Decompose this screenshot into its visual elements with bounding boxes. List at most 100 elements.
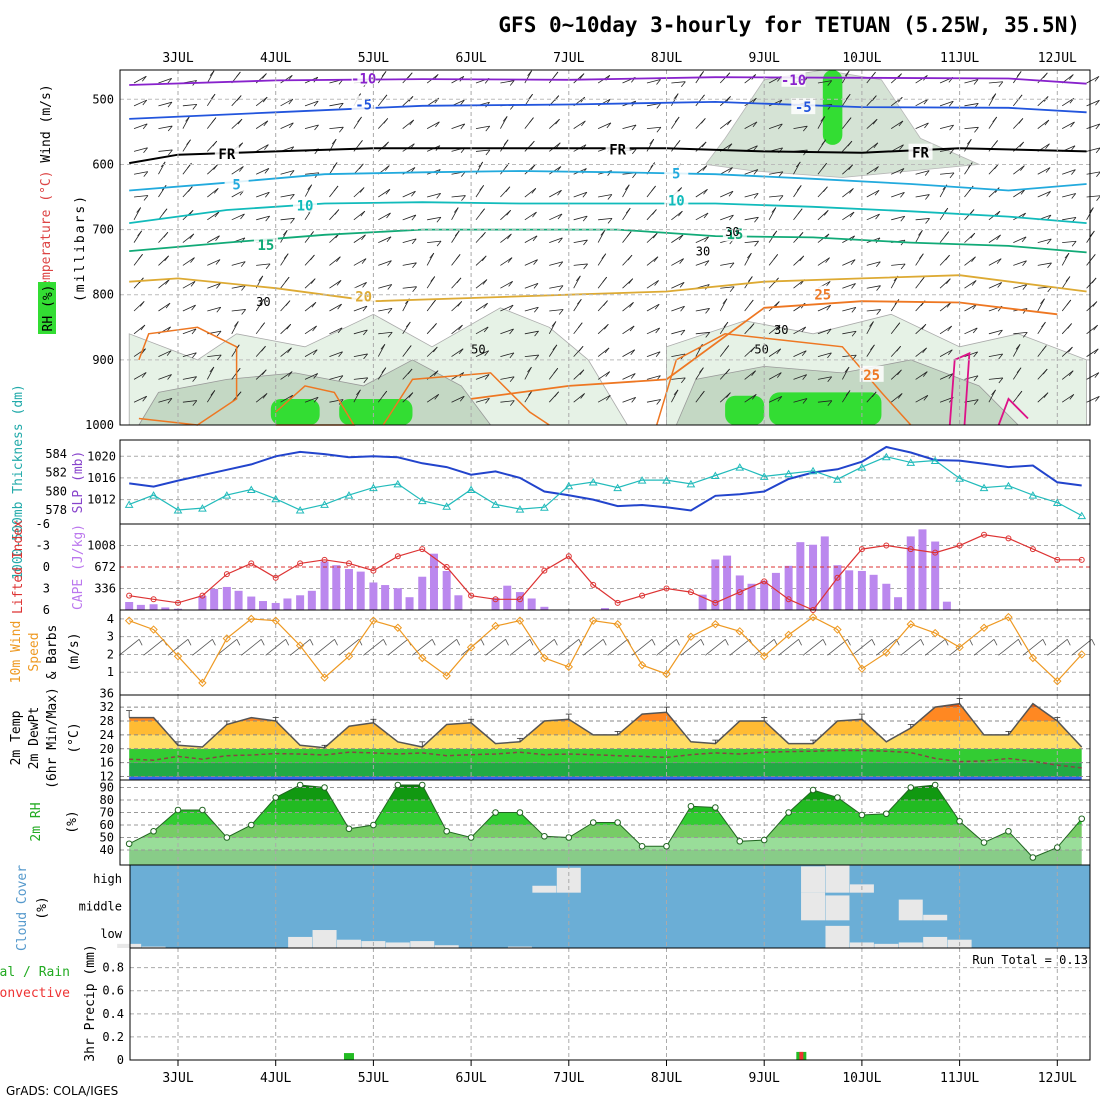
wind-barb xyxy=(940,172,955,175)
wind-barb xyxy=(842,366,850,380)
isotherm-label: FR xyxy=(218,147,235,163)
wind-barb-flag xyxy=(775,324,781,331)
wind-barb xyxy=(671,81,686,84)
wind-barb xyxy=(402,119,414,129)
wind-barb-flag xyxy=(823,210,829,216)
isotherm-line xyxy=(129,170,1087,192)
wind-barb xyxy=(842,330,857,335)
wind-barb xyxy=(304,325,317,335)
wind-barb xyxy=(280,74,293,84)
wind-barb xyxy=(866,285,881,289)
surface-wind-barb-flag xyxy=(700,639,705,646)
wind-barb-flag xyxy=(727,143,733,149)
cape-bar xyxy=(161,607,170,610)
surface-wind-barb xyxy=(631,639,653,656)
wind-barb xyxy=(524,211,537,221)
wind-barb-flag xyxy=(167,125,173,132)
wind-barb-flag xyxy=(530,140,535,147)
lifted-index-marker xyxy=(565,553,572,560)
wind-barb-flag xyxy=(382,94,388,101)
wind-barb-flag xyxy=(143,195,149,201)
wind-tick: 1 xyxy=(107,665,114,679)
pressure-tick: 600 xyxy=(92,157,114,171)
temp-tick: 20 xyxy=(100,742,114,756)
wind-barb xyxy=(915,194,930,198)
isotherm-label: 15 xyxy=(726,227,743,243)
cape-bar xyxy=(723,555,732,610)
wind-barb xyxy=(842,306,856,312)
wind-barb-flag xyxy=(649,138,655,145)
rh-marker xyxy=(760,836,768,844)
surface-wind-barb-flag xyxy=(1066,639,1071,646)
wind-barb xyxy=(1013,165,1025,175)
rh-marker xyxy=(272,794,280,801)
wind-barb xyxy=(182,304,196,312)
lifted-index-marker xyxy=(614,599,621,606)
surface-wind-barb xyxy=(900,639,921,656)
wind-barb-flag xyxy=(210,390,216,396)
wind-barb-flag xyxy=(1069,394,1075,400)
wind-barb-flag xyxy=(337,303,342,310)
cape-bar xyxy=(796,542,805,610)
wind-barb-flag xyxy=(552,344,558,351)
wind-barb xyxy=(768,324,781,335)
wind-barb-flag xyxy=(650,162,656,168)
surface-wind-barb xyxy=(167,639,189,656)
wind-barb-flag xyxy=(845,93,851,100)
cape-bar xyxy=(845,570,854,610)
wind-barb-flag xyxy=(527,366,532,373)
wind-barb-flag xyxy=(237,118,243,125)
wind-barb-flag xyxy=(656,127,662,133)
thickness-marker xyxy=(369,483,378,492)
wind-barb xyxy=(500,304,514,312)
wind-barb-flag xyxy=(241,309,246,315)
wind-barb-flag xyxy=(1095,147,1100,154)
thickness-marker xyxy=(1004,481,1013,490)
wind-barb-flag xyxy=(209,366,215,373)
cape-bar xyxy=(247,596,256,610)
wind-barb xyxy=(133,324,146,335)
cape-bar xyxy=(833,565,842,610)
wind-barb-flag xyxy=(849,211,855,218)
rh-marker xyxy=(858,811,866,819)
wind-barb-flag xyxy=(583,239,588,246)
wind-barb-flag xyxy=(776,348,782,355)
slp-tick: 1012 xyxy=(87,493,116,507)
wind-barb xyxy=(646,351,661,357)
wind-barb xyxy=(964,103,979,107)
wind-barb-flag xyxy=(265,192,270,198)
wind-barb-flag xyxy=(507,257,513,263)
isotherm-label: -5 xyxy=(355,98,372,114)
isotherm-label-bg xyxy=(722,225,747,242)
wind-tick: 4 xyxy=(107,612,114,626)
cloud-layer-label: middle xyxy=(79,900,122,914)
cloud-cell xyxy=(507,946,532,948)
wind-barb xyxy=(1061,394,1075,403)
wind-barb-flag xyxy=(531,188,537,194)
wind-barb xyxy=(158,77,172,84)
wind-speed-marker xyxy=(540,653,549,663)
cape-bar xyxy=(258,601,267,610)
wind-barb-flag xyxy=(1095,123,1100,130)
wind-barb-flag xyxy=(827,376,833,383)
wind-barb xyxy=(353,389,361,403)
wind-barb-flag xyxy=(827,352,832,359)
surface-wind-barb-flag xyxy=(944,639,949,646)
wind-barb-flag xyxy=(287,347,292,354)
wind-barb xyxy=(353,353,368,357)
wind-barb xyxy=(915,122,929,129)
wind-barb-flag xyxy=(534,354,540,361)
wind-barb xyxy=(793,326,806,335)
wind-barb-flag xyxy=(1020,165,1025,171)
wind-speed-marker xyxy=(149,625,158,634)
wind-barb xyxy=(744,240,759,244)
precip-tick: 0.2 xyxy=(102,1030,124,1044)
wind-barb xyxy=(964,375,979,380)
wind-barb-flag xyxy=(703,212,709,219)
wind-barb-flag xyxy=(748,299,754,306)
wind-barb xyxy=(158,125,173,130)
wind-barb xyxy=(817,257,830,266)
lifted-index-marker xyxy=(981,531,988,538)
wind-barb xyxy=(1037,119,1050,129)
wind-barb xyxy=(158,149,173,152)
